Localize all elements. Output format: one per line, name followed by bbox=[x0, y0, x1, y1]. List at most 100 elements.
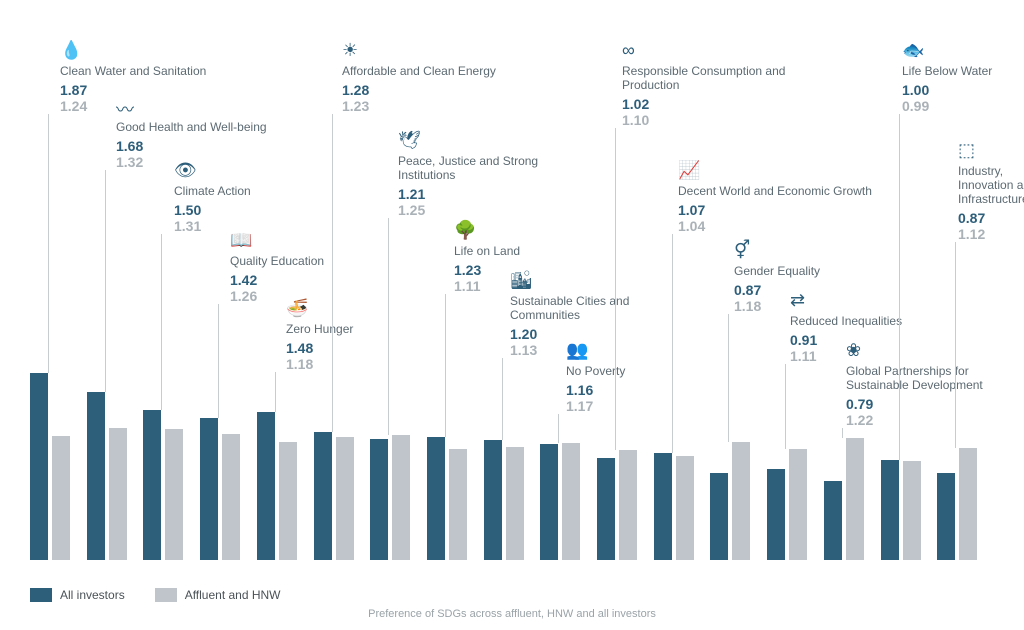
chart-plot-area: 💧Clean Water and Sanitation1.871.24〰Good… bbox=[30, 20, 994, 560]
gender-icon: ⚥ bbox=[734, 240, 864, 262]
sun-icon: ☀ bbox=[342, 40, 522, 62]
bar-affluent-hnw bbox=[789, 449, 807, 560]
dove-icon: 🕊 bbox=[398, 130, 548, 152]
callout-label: Gender Equality bbox=[734, 264, 864, 278]
bar-affluent-hnw bbox=[676, 456, 694, 560]
callout-value-all-investors: 1.68 bbox=[116, 138, 296, 154]
callout: 👁Climate Action1.501.31 bbox=[174, 160, 304, 234]
callout: 📖Quality Education1.421.26 bbox=[230, 230, 360, 304]
callout: 👥No Poverty1.161.17 bbox=[566, 340, 676, 414]
bar-all-investors bbox=[143, 410, 161, 560]
bar-affluent-hnw bbox=[959, 448, 977, 560]
buildings-icon: 🏙 bbox=[510, 270, 650, 292]
bar-affluent-hnw bbox=[165, 429, 183, 560]
legend-swatch bbox=[155, 588, 177, 602]
bar-all-investors bbox=[314, 432, 332, 560]
bar-all-investors bbox=[257, 412, 275, 560]
equals-icon: ⇄ bbox=[790, 290, 940, 312]
callout: ∞Responsible Consumption and Production1… bbox=[622, 40, 802, 128]
callout-value-affluent-hnw: 1.22 bbox=[846, 412, 1006, 428]
callout-value-all-investors: 1.00 bbox=[902, 82, 1024, 98]
callout-label: No Poverty bbox=[566, 364, 676, 378]
bar-affluent-hnw bbox=[279, 442, 297, 560]
leader-line bbox=[615, 128, 616, 450]
bar-all-investors bbox=[30, 373, 48, 560]
callout: 🐟 Life Below Water 1.000.99 bbox=[902, 40, 1024, 114]
bar-affluent-hnw bbox=[732, 442, 750, 560]
leader-line bbox=[48, 114, 49, 373]
callout-value-affluent-hnw: 1.25 bbox=[398, 202, 548, 218]
leader-line bbox=[955, 242, 956, 448]
callout-value-all-investors: 1.28 bbox=[342, 82, 522, 98]
bar-all-investors bbox=[427, 437, 445, 560]
legend-item-affluent-hnw: Affluent and HNW bbox=[155, 588, 281, 602]
bar-all-investors bbox=[87, 392, 105, 560]
growth-icon: 📈 bbox=[678, 160, 888, 182]
fish-icon: 🐟 bbox=[902, 40, 1024, 62]
callout-label: Peace, Justice and Strong Institutions bbox=[398, 154, 548, 182]
leader-line bbox=[899, 114, 900, 460]
callout-label: Quality Education bbox=[230, 254, 360, 268]
leader-line bbox=[445, 294, 446, 437]
leader-line bbox=[728, 314, 729, 442]
bar-all-investors bbox=[937, 473, 955, 560]
bar-all-investors bbox=[881, 460, 899, 560]
bar-all-investors bbox=[597, 458, 615, 560]
callout-label: Clean Water and Sanitation bbox=[60, 64, 230, 78]
callout-value-all-investors: 1.16 bbox=[566, 382, 676, 398]
bar-affluent-hnw bbox=[109, 428, 127, 560]
bar-affluent-hnw bbox=[336, 437, 354, 560]
bar-all-investors bbox=[654, 453, 672, 560]
leader-line bbox=[842, 428, 843, 438]
callout-label: Good Health and Well-being bbox=[116, 120, 296, 134]
bar-affluent-hnw bbox=[392, 435, 410, 560]
legend-label: Affluent and HNW bbox=[185, 588, 281, 602]
callout: 📈 Decent World and Economic Growth 1.071.0… bbox=[678, 160, 888, 234]
legend-swatch bbox=[30, 588, 52, 602]
callout: ⬚Industry, Innovation and Infrastructure… bbox=[958, 140, 1024, 242]
callout-value-all-investors: 1.07 bbox=[678, 202, 888, 218]
callout-label: Industry, Innovation and Infrastructure bbox=[958, 164, 1024, 206]
callout: 〰Good Health and Well-being1.681.32 bbox=[116, 96, 296, 170]
leader-line bbox=[105, 170, 106, 392]
callout-value-all-investors: 0.87 bbox=[958, 210, 1024, 226]
callout-label: Climate Action bbox=[174, 184, 304, 198]
bar-affluent-hnw bbox=[506, 447, 524, 560]
bar-all-investors bbox=[767, 469, 785, 560]
callout-value-all-investors: 0.79 bbox=[846, 396, 1006, 412]
chart-caption: Preference of SDGs across affluent, HNW … bbox=[0, 608, 1024, 620]
callout-label: Affordable and Clean Energy bbox=[342, 64, 522, 78]
callout-value-all-investors: 1.50 bbox=[174, 202, 304, 218]
sdg-preference-chart: 💧Clean Water and Sanitation1.871.24〰Good… bbox=[0, 0, 1024, 630]
bar-affluent-hnw bbox=[449, 449, 467, 560]
callout: ☀ Affordable and Clean Energy 1.281.23 bbox=[342, 40, 522, 114]
chart-legend: All investors Affluent and HNW bbox=[30, 588, 281, 602]
bar-all-investors bbox=[824, 481, 842, 560]
callout-label: Life Below Water bbox=[902, 64, 1024, 78]
bar-all-investors bbox=[484, 440, 502, 560]
bar-all-investors bbox=[540, 444, 558, 560]
callout-label: Decent World and Economic Growth bbox=[678, 184, 888, 198]
callout-label: Global Partnerships for Sustainable Deve… bbox=[846, 364, 1006, 392]
callout-label: Life on Land bbox=[454, 244, 574, 258]
leader-line bbox=[785, 364, 786, 449]
cubes-icon: ⬚ bbox=[958, 140, 1024, 162]
bar-affluent-hnw bbox=[222, 434, 240, 560]
leader-line bbox=[332, 114, 333, 432]
callout: ❀Global Partnerships for Sustainable Dev… bbox=[846, 340, 1006, 428]
callout-value-affluent-hnw: 0.99 bbox=[902, 98, 1024, 114]
callout-label: Reduced Inequalities bbox=[790, 314, 940, 328]
bar-affluent-hnw bbox=[846, 438, 864, 560]
legend-item-all-investors: All investors bbox=[30, 588, 125, 602]
leader-line bbox=[275, 372, 276, 412]
leader-line bbox=[558, 414, 559, 443]
water-drop-icon: 💧 bbox=[60, 40, 230, 62]
leader-line bbox=[672, 234, 673, 453]
callout-value-affluent-hnw: 1.04 bbox=[678, 218, 888, 234]
leader-line bbox=[218, 304, 219, 418]
bar-affluent-hnw bbox=[903, 461, 921, 560]
people-icon: 👥 bbox=[566, 340, 676, 362]
eye-icon: 👁 bbox=[174, 160, 304, 182]
callout-value-all-investors: 1.21 bbox=[398, 186, 548, 202]
callout-value-affluent-hnw: 1.23 bbox=[342, 98, 522, 114]
